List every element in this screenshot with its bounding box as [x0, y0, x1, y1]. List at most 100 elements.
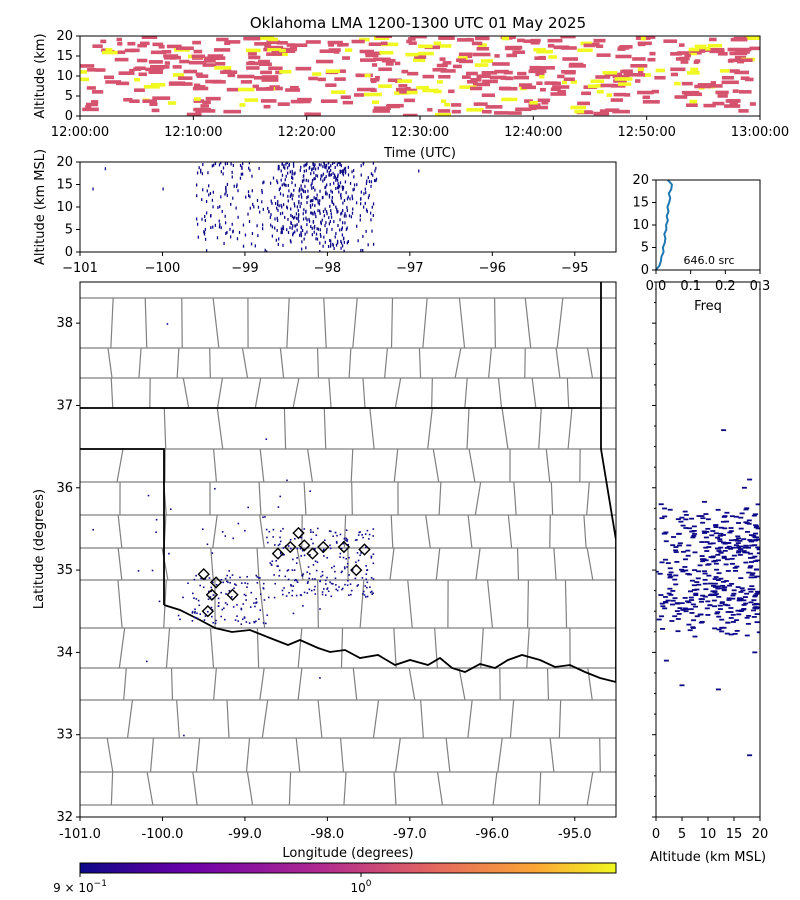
plan-source-mark	[316, 561, 319, 564]
station-diamond	[317, 540, 330, 554]
time-source-mark	[140, 41, 150, 46]
time-source-mark	[82, 107, 99, 112]
plan-source-mark	[224, 577, 227, 580]
station-diamond	[201, 605, 215, 618]
time-source-mark	[373, 106, 391, 110]
time-source-mark	[405, 86, 411, 91]
plan-source-mark	[283, 587, 285, 589]
time-source-mark	[129, 68, 135, 73]
lon-source-mark	[311, 186, 313, 190]
lon-source-mark	[344, 221, 346, 225]
lon-source-mark	[362, 162, 365, 165]
lon-source-mark	[313, 196, 315, 200]
lon-source-mark	[331, 199, 333, 203]
alt-lat-source-mark	[697, 564, 703, 567]
alt-lat-source-mark	[702, 570, 708, 573]
alt-lat-source-mark	[674, 610, 680, 612]
time-source-mark	[480, 59, 494, 63]
lon-source-mark	[320, 163, 322, 167]
lon-source-mark	[208, 184, 210, 188]
lon-source-mark	[289, 170, 291, 174]
lon-source-mark	[270, 213, 272, 217]
lon-source-mark	[316, 174, 319, 178]
time-source-mark	[123, 97, 133, 102]
time-source-mark	[550, 87, 561, 92]
alt-lat-source-mark	[680, 570, 686, 573]
plan-source-mark	[265, 438, 268, 440]
lon-source-mark	[355, 201, 358, 205]
plan-source-mark	[314, 593, 317, 595]
lon-source-mark	[270, 199, 272, 203]
time-source-mark	[145, 67, 163, 72]
alt-lat-source-mark	[706, 574, 712, 577]
plan-source-mark	[233, 583, 236, 585]
lon-source-mark	[314, 188, 316, 192]
lon-source-mark	[325, 175, 327, 179]
plan-source-mark	[236, 615, 238, 617]
lon-source-mark	[288, 189, 290, 193]
alt-lat-source-mark	[707, 542, 713, 545]
time-source-mark	[719, 69, 730, 73]
time-source-mark	[243, 36, 261, 41]
lon-source-mark	[310, 172, 312, 176]
time-source-mark	[90, 100, 99, 104]
plan-source-mark	[292, 558, 294, 561]
plan-source-mark	[372, 553, 375, 555]
plan-source-mark	[225, 593, 227, 595]
lon-source-mark	[276, 206, 278, 210]
alt-lat-source-mark	[717, 604, 723, 607]
lon-source-mark	[294, 171, 296, 175]
time-source-mark	[365, 53, 379, 58]
plan-source-mark	[343, 537, 346, 540]
alt-lat-source-mark	[717, 534, 723, 537]
time-source-mark	[570, 80, 577, 84]
time-source-mark	[279, 48, 286, 53]
time-source-mark	[370, 79, 377, 84]
plan-source-mark	[278, 569, 281, 572]
lon-source-mark	[224, 221, 227, 225]
lon-source-mark	[336, 239, 339, 243]
lon-source-mark	[293, 172, 295, 176]
time-source-mark	[226, 87, 240, 92]
alt-lat-source-mark	[735, 542, 741, 545]
alt-lat-source-mark	[748, 590, 754, 593]
time-source-mark	[399, 90, 408, 94]
time-source-mark	[540, 87, 546, 92]
alt-lat-source-mark	[675, 618, 681, 620]
plan-source-mark	[256, 576, 259, 578]
time-source-mark	[152, 96, 171, 100]
alt-lat-source-mark	[668, 575, 674, 578]
alt-lat-source-mark	[753, 606, 759, 609]
plan-source-mark	[314, 560, 317, 562]
y-tick-label: 0	[65, 245, 73, 260]
time-source-mark	[685, 51, 697, 56]
lon-source-mark	[330, 212, 332, 216]
plan-source-mark	[217, 597, 220, 600]
time-source-mark	[239, 103, 246, 107]
plan-source-mark	[226, 574, 228, 577]
time-source-mark	[547, 38, 563, 43]
time-source-mark	[436, 63, 445, 68]
alt-lat-source-mark	[674, 560, 680, 563]
lon-source-mark	[341, 244, 344, 248]
alt-lat-source-mark	[749, 574, 755, 576]
lon-source-mark	[310, 205, 312, 209]
x-tick-label: -101.0	[59, 827, 101, 842]
lon-source-mark	[321, 174, 323, 178]
lon-source-mark	[218, 219, 220, 223]
x-tick-label: 5	[678, 827, 686, 842]
time-source-mark	[674, 95, 688, 99]
lon-source-mark	[224, 214, 226, 218]
alt-lat-source-mark	[755, 590, 760, 593]
time-source-mark	[432, 67, 447, 72]
lon-source-mark	[231, 175, 233, 179]
plan-source-mark	[249, 606, 252, 608]
alt-lat-source-mark	[682, 597, 688, 599]
lon-source-mark	[319, 249, 321, 252]
y-tick-label: 0	[65, 109, 73, 124]
lon-source-mark	[340, 239, 342, 243]
time-source-mark	[680, 60, 689, 64]
alt-lat-source-mark	[670, 544, 676, 547]
time-source-mark	[87, 68, 97, 72]
